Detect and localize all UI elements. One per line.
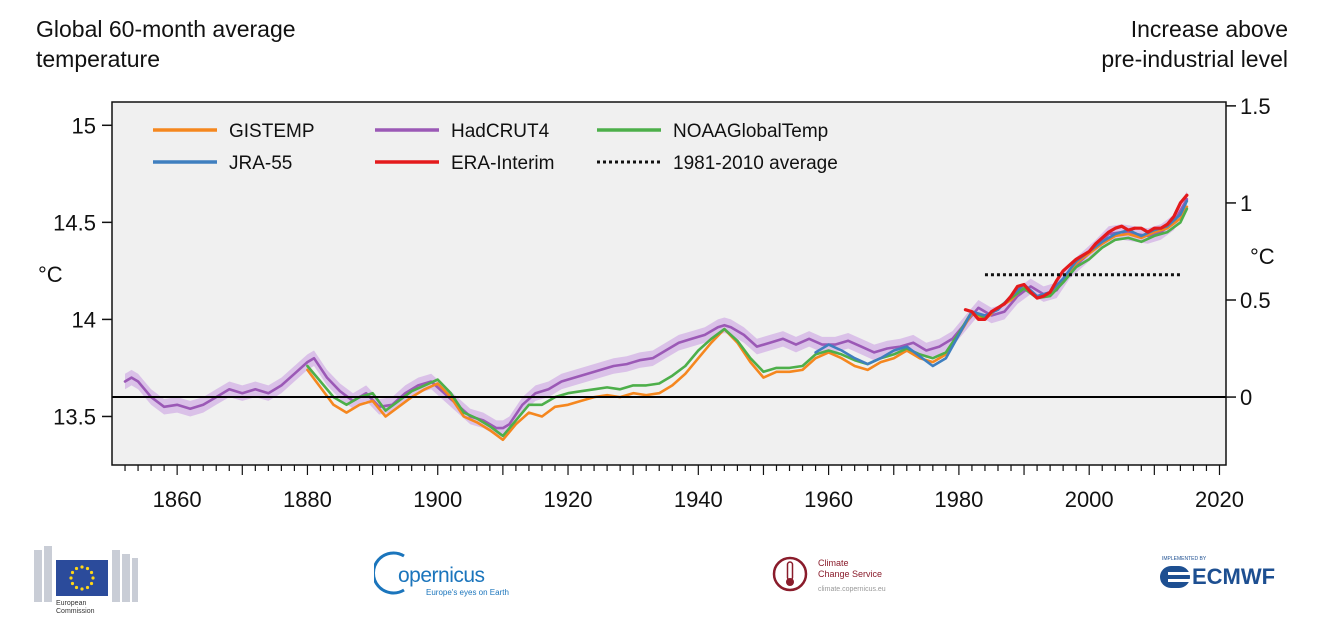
series-line-noaaglobaltemp (306, 207, 1189, 438)
y-left-tick-label: 15 (72, 113, 96, 138)
european-commission-logo: European Commission (30, 540, 142, 620)
y-left-tick-label: 14 (72, 307, 96, 332)
ec-flag-star (70, 570, 75, 575)
ecmwf-implemented-by: IMPLEMENTED BY (1162, 556, 1207, 562)
ec-flag-star (74, 585, 79, 590)
left-title-line-1: Global 60-month average (36, 16, 296, 42)
y-right-tick-label: 1 (1240, 191, 1252, 216)
copernicus-logo: opernicus Europe's eyes on Earth (374, 548, 514, 600)
legend-item-gistemp: GISTEMP (153, 121, 315, 142)
x-tick-label: 2020 (1195, 487, 1244, 512)
right-title-line-2: pre-industrial level (1101, 46, 1288, 72)
y-left-tick-label: 14.5 (53, 210, 96, 235)
legend-label: 1981-2010 average (673, 153, 838, 174)
x-tick-label: 1980 (934, 487, 983, 512)
plot-frame (111, 101, 1227, 466)
ec-flag-star (89, 570, 94, 575)
legend-item-noaaglobaltemp: NOAAGlobalTemp (597, 121, 828, 142)
copernicus-tagline: Europe's eyes on Earth (426, 588, 509, 597)
chart-title-left: Global 60-month average temperature (36, 14, 296, 74)
temperature-chart: 1860 1880 1900 1920 1940 1960 1980 2000 2020 13.5… (38, 94, 1275, 512)
ec-label-line-1: European (56, 600, 87, 607)
copernicus-c-icon (374, 551, 405, 595)
ec-flag-star (69, 576, 73, 580)
legend: GISTEMP HadCRUT4 NOAAGlobalTemp JRA-55 ERA-I… (153, 121, 838, 174)
ec-label-line-2: Commission (56, 608, 95, 615)
y-right-tick-label: 1.5 (1240, 94, 1271, 119)
c3s-line-1: Climate (818, 558, 849, 568)
legend-item-hadcrut4: HadCRUT4 (375, 121, 550, 142)
legend-label: GISTEMP (229, 121, 315, 142)
right-title-line-1: Increase above (1130, 16, 1288, 42)
legend-label: HadCRUT4 (451, 121, 550, 142)
ec-flag-star (74, 566, 79, 571)
ecmwf-symbol-icon (1160, 566, 1190, 588)
thermometer-icon (772, 556, 808, 592)
left-title-line-2: temperature (36, 46, 161, 72)
ec-building-icon (34, 546, 138, 602)
plot-area (112, 102, 1226, 465)
ec-flag-star (91, 576, 95, 580)
legend-item-era-interim: ERA-Interim (375, 153, 554, 174)
x-tick-label: 1940 (674, 487, 723, 512)
ecmwf-wordmark: ECMWF (1192, 564, 1276, 589)
ec-flag-star (89, 581, 94, 586)
axes-layer: 1860 1880 1900 1920 1940 1960 1980 2000 2020 13.5… (53, 94, 1270, 512)
series-line-hadcrut4 (123, 197, 1189, 430)
c3s-url: climate.copernicus.eu (818, 586, 886, 593)
copernicus-wordmark: opernicus (398, 564, 485, 587)
series-layer (123, 193, 1189, 442)
left-axis-unit: °C (38, 262, 63, 287)
ec-flag-star (85, 566, 90, 571)
x-tick-label: 1920 (544, 487, 593, 512)
y-left-tick-label: 13.5 (53, 404, 96, 429)
legend-item-1981-2010-average: 1981-2010 average (597, 153, 838, 174)
c3s-line-2: Change Service (818, 569, 883, 579)
x-tick-label: 1900 (413, 487, 462, 512)
x-tick-label: 1860 (153, 487, 202, 512)
series-line-era-interim (963, 193, 1189, 321)
legend-item-jra-55: JRA-55 (153, 153, 292, 174)
legend-label: NOAAGlobalTemp (673, 121, 828, 142)
climate-change-service-logo: Climate Change Service climate.copernicu… (772, 550, 932, 600)
chart-title-right: Increase above pre-industrial level (1101, 14, 1288, 74)
x-tick-label: 1960 (804, 487, 853, 512)
legend-label: ERA-Interim (451, 153, 554, 174)
ec-flag-star (80, 565, 84, 569)
ec-flag-star (85, 585, 90, 590)
y-right-tick-label: 0.5 (1240, 288, 1271, 313)
legend-label: JRA-55 (229, 153, 292, 174)
x-tick-label: 1880 (283, 487, 332, 512)
ec-flag-star (70, 581, 75, 586)
right-axis-unit: °C (1250, 244, 1275, 269)
ec-flag-star (80, 587, 84, 591)
x-tick-label: 2000 (1065, 487, 1114, 512)
ecmwf-logo: IMPLEMENTED BY ECMWF (1160, 556, 1300, 596)
y-right-tick-label: 0 (1240, 385, 1252, 410)
